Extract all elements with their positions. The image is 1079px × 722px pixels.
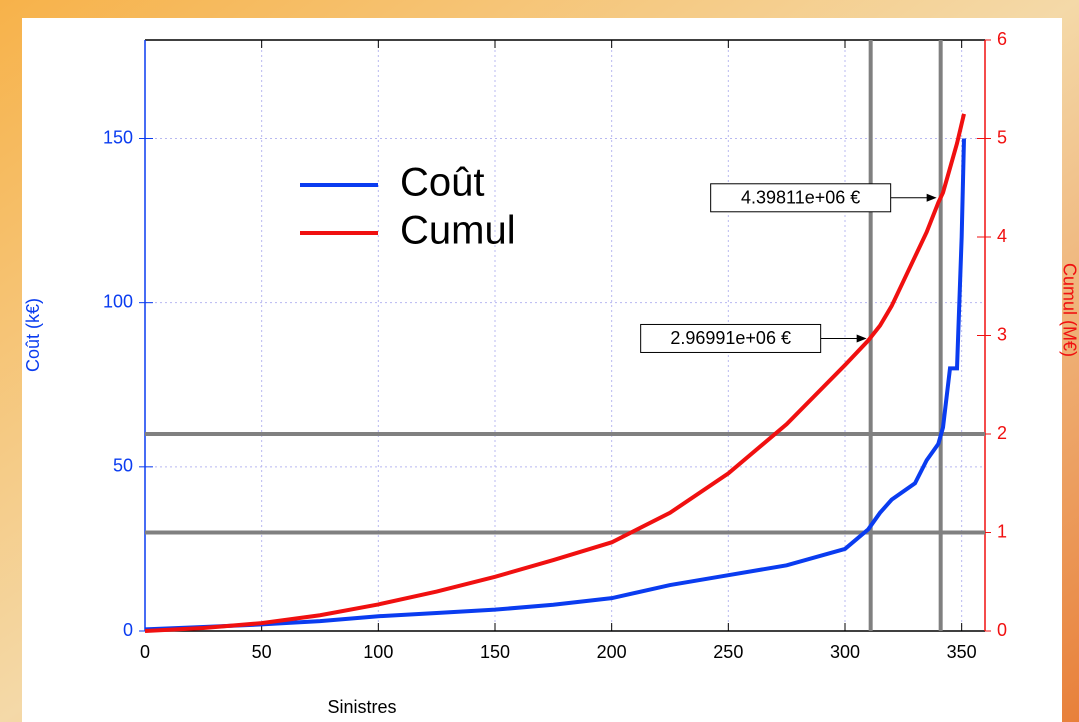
annotation-box xyxy=(710,183,892,213)
annotation-label: 2.96991e+06 € xyxy=(670,328,791,348)
y-tick-label: 0 xyxy=(123,620,133,640)
y2-tick-label: 4 xyxy=(997,226,1007,246)
x-tick-label: 250 xyxy=(713,642,743,662)
x-tick-label: 200 xyxy=(597,642,627,662)
series-line xyxy=(144,113,966,633)
x-tick-label: 50 xyxy=(252,642,272,662)
y2-axis-label: Cumul (M€) xyxy=(1059,263,1079,357)
annotation-arrowhead xyxy=(926,193,937,202)
x-tick-label: 100 xyxy=(363,642,393,662)
y2-tick-label: 2 xyxy=(997,423,1007,443)
y-axis-label: Coût (k€) xyxy=(23,298,43,372)
panel xyxy=(22,18,1062,722)
y2-tick-label: 1 xyxy=(997,521,1007,541)
x-tick-label: 350 xyxy=(947,642,977,662)
annotation-box xyxy=(640,323,822,353)
y-tick-label: 150 xyxy=(103,127,133,147)
x-tick-label: 0 xyxy=(140,642,150,662)
y2-tick-label: 6 xyxy=(997,29,1007,49)
y2-tick-label: 3 xyxy=(997,324,1007,344)
annotation-label: 4.39811e+06 € xyxy=(741,188,860,208)
x-tick-label: 150 xyxy=(480,642,510,662)
x-tick-label: 300 xyxy=(830,642,860,662)
x-axis-label: Sinistres xyxy=(327,697,396,717)
y2-tick-label: 5 xyxy=(997,127,1007,147)
legend-label: Coût xyxy=(400,161,485,205)
y-tick-label: 50 xyxy=(113,456,133,476)
y-tick-label: 100 xyxy=(103,291,133,311)
annotation-arrowhead xyxy=(856,334,867,343)
y2-tick-label: 0 xyxy=(997,620,1007,640)
legend-label: Cumul xyxy=(400,209,516,253)
series-line xyxy=(144,138,966,632)
